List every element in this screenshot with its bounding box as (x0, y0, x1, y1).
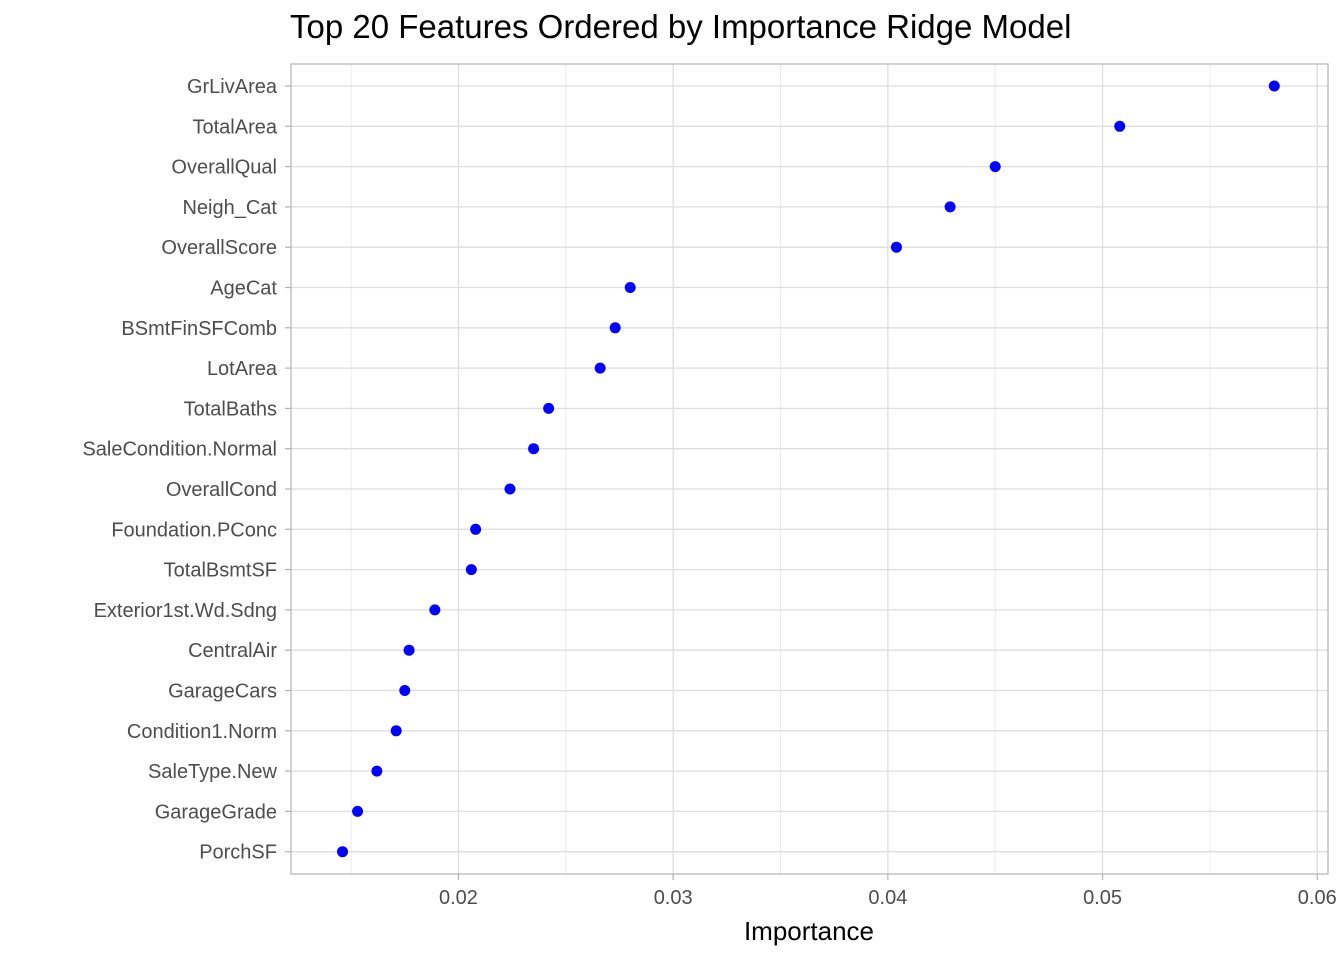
data-point (470, 523, 482, 535)
y-tick-label: Neigh_Cat (182, 197, 277, 219)
data-point (944, 201, 956, 213)
data-point (371, 765, 383, 777)
y-tick-label: Foundation.PConc (111, 519, 277, 541)
data-point (989, 161, 1001, 173)
y-tick-label: Exterior1st.Wd.Sdng (94, 600, 277, 622)
data-point (429, 604, 441, 616)
data-point (594, 362, 606, 374)
data-point (399, 685, 411, 696)
data-point (352, 805, 364, 817)
y-tick-label: Condition1.Norm (127, 721, 277, 743)
y-tick-label: BSmtFinSFComb (121, 318, 277, 340)
data-point (624, 282, 636, 293)
x-tick-label: 0.06 (1298, 887, 1337, 909)
points-layer (337, 80, 1280, 858)
x-tick-labels: 0.02 0.03 0.04 0.05 0.06 (439, 887, 1337, 909)
y-tick-label: TotalBsmtSF (164, 560, 277, 582)
y-tick-label: GrLivArea (187, 76, 278, 98)
data-point (390, 725, 402, 737)
grid-layer (285, 64, 1328, 880)
data-point (1114, 120, 1126, 132)
y-tick-label: OverallScore (161, 237, 277, 259)
x-tick-label: 0.05 (1083, 887, 1122, 909)
y-tick-label: AgeCat (210, 278, 277, 300)
y-tick-label: SaleCondition.Normal (82, 439, 277, 461)
x-axis-title: Importance (744, 916, 874, 946)
data-point (609, 322, 621, 334)
y-tick-label: TotalBaths (184, 398, 277, 420)
y-tick-label: LotArea (207, 358, 278, 380)
y-tick-label: GarageGrade (155, 801, 277, 823)
data-point (528, 443, 540, 455)
y-tick-label: GarageCars (168, 681, 277, 703)
data-point (543, 402, 555, 414)
y-tick-label: SaleType.New (148, 761, 278, 783)
y-tick-label: PorchSF (199, 842, 277, 864)
data-point (337, 846, 349, 858)
x-tick-label: 0.03 (654, 887, 693, 909)
data-point (1268, 80, 1280, 92)
y-tick-label: CentralAir (188, 640, 277, 662)
y-tick-label: TotalArea (193, 116, 278, 138)
y-tick-labels: GrLivArea TotalArea OverallQual Neigh_Cat Ov… (82, 76, 277, 864)
x-tick-label: 0.02 (439, 887, 478, 909)
chart-title: Top 20 Features Ordered by Importance Ri… (290, 8, 1072, 45)
data-point (465, 564, 477, 576)
data-point (403, 644, 415, 656)
y-tick-label: OverallQual (171, 157, 277, 179)
data-point (890, 241, 902, 253)
y-tick-label: OverallCond (166, 479, 277, 501)
data-point (504, 483, 516, 495)
panel-border (290, 63, 1329, 875)
x-tick-label: 0.04 (868, 887, 907, 909)
